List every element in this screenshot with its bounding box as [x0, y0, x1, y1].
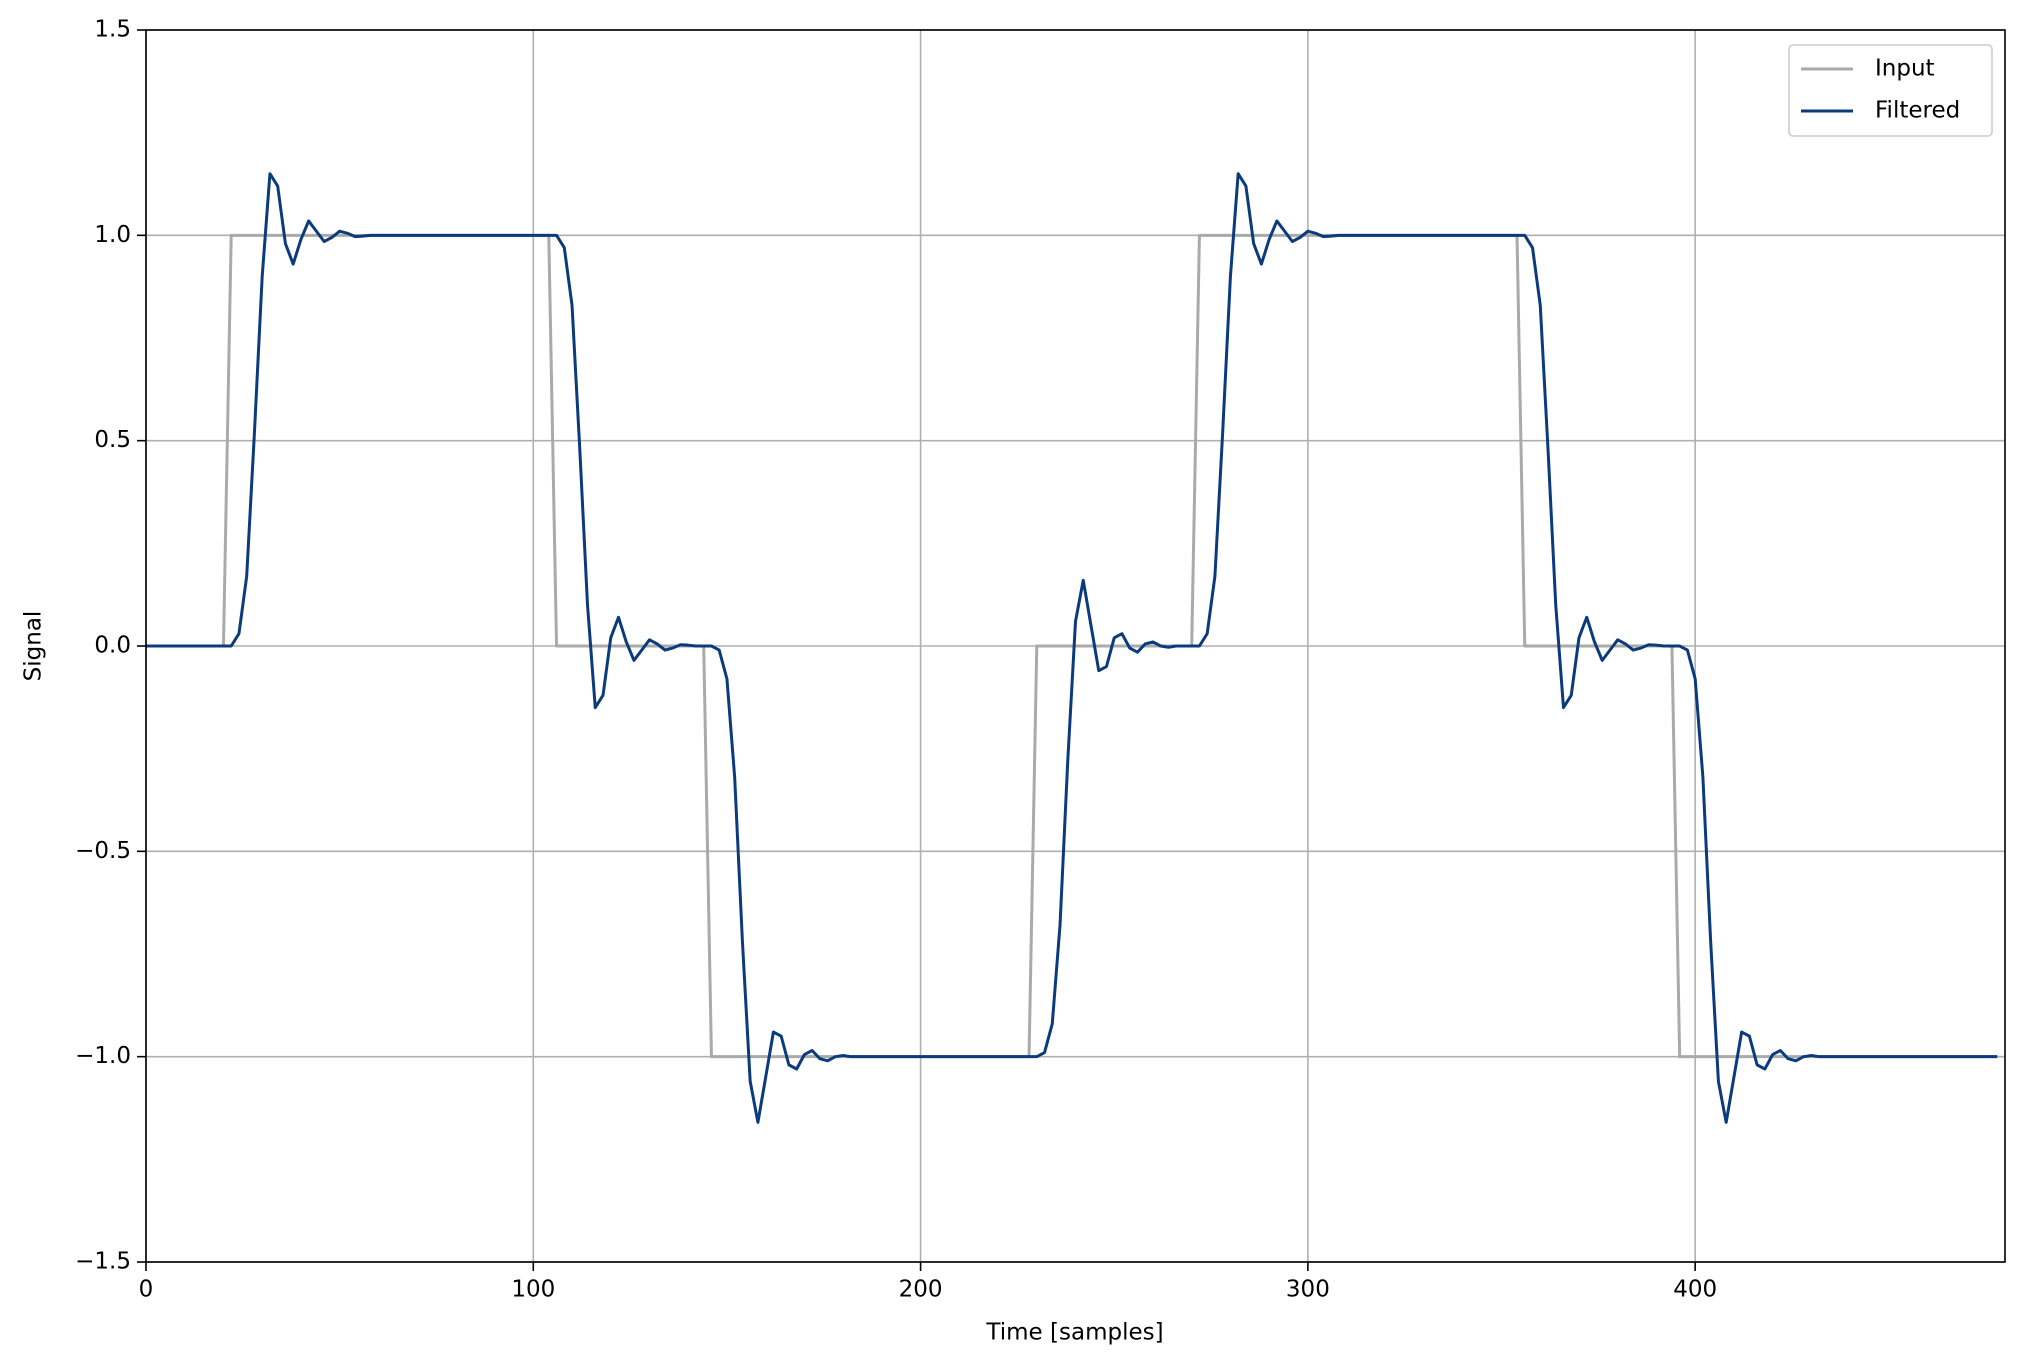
y-tick-label: 1.0: [94, 222, 131, 248]
x-tick-label: 200: [899, 1277, 943, 1303]
y-tick-label: −0.5: [75, 838, 131, 864]
y-tick-label: 0.0: [94, 633, 131, 659]
x-axis-label: Time [samples]: [985, 1320, 1163, 1346]
x-tick-label: 0: [139, 1277, 154, 1303]
y-tick-label: 0.5: [94, 427, 131, 453]
legend-label: Filtered: [1875, 98, 1960, 124]
plot-frame: [145, 29, 2006, 1263]
y-axis-label: Signal: [21, 611, 47, 682]
legend-label: Input: [1875, 56, 1935, 82]
y-tick-label: 1.5: [94, 17, 131, 43]
y-tick-label: −1.0: [75, 1043, 131, 1069]
x-tick-label: 300: [1286, 1277, 1330, 1303]
x-tick-label: 100: [511, 1277, 555, 1303]
y-tick-label: −1.5: [75, 1249, 131, 1275]
series-line: [146, 172, 1998, 1124]
x-tick-label: 400: [1673, 1277, 1717, 1303]
